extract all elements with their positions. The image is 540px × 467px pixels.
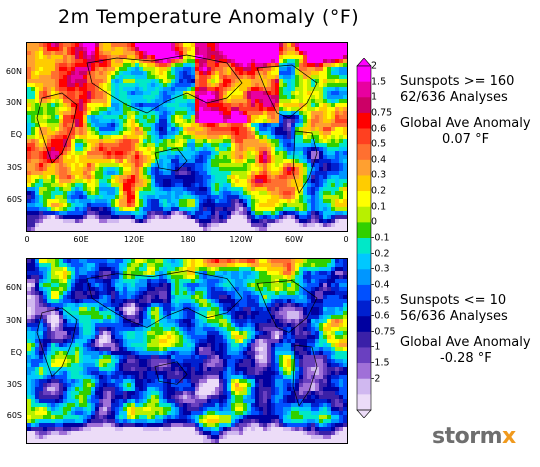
colorbar-swatch [357, 175, 371, 192]
chart-title: 2m Temperature Anomaly (°F) [58, 6, 360, 28]
bottom-lat-tick: 30N [5, 316, 22, 325]
colorbar-tick-label: -1 [371, 341, 381, 353]
colorbar-swatch [357, 300, 371, 317]
colorbar-tick-label: 2 [371, 60, 378, 72]
colorbar-swatch [357, 253, 371, 270]
lon-tick: 120W [229, 235, 253, 244]
bottom-stat-value: -0.28 °F [440, 351, 492, 366]
colorbar-tick-label: 1.5 [371, 76, 387, 88]
colorbar-tick-label: -0.3 [371, 263, 390, 275]
colorbar-arrow-top [356, 58, 372, 67]
colorbar-arrow-bottom [356, 409, 372, 418]
bottom-lat-tick: EQ [10, 348, 22, 357]
lon-tick: 60E [73, 235, 89, 244]
top-lat-tick: 30N [5, 98, 22, 107]
colorbar-tick-label: -0.6 [371, 310, 390, 322]
stormx-logo: stormx [430, 418, 538, 458]
top-map-field [27, 43, 347, 231]
top-anomaly-map [26, 42, 348, 232]
colorbar-tick-label: 0.1 [371, 201, 387, 213]
top-panel-info: Sunspots >= 160 62/636 Analyses Global A… [400, 74, 538, 148]
lon-tick: 120E [123, 235, 145, 244]
colorbar-swatch [357, 284, 371, 301]
colorbar-tick-label: -0.2 [371, 248, 390, 260]
colorbar-tick-label: 1 [371, 91, 378, 103]
colorbar-swatch [357, 144, 371, 161]
colorbar-swatch [357, 206, 371, 223]
top-stat-value: 0.07 °F [442, 132, 490, 147]
logo-text: storm [432, 424, 503, 449]
bottom-panel-info: Sunspots <= 10 56/636 Analyses Global Av… [400, 293, 538, 367]
bottom-lat-tick: 60N [5, 283, 22, 292]
colorbar-swatch [357, 66, 371, 82]
colorbar-swatch [357, 222, 371, 239]
top-stat-label: Global Ave Anomaly [400, 116, 531, 131]
top-analyses: 62/636 Analyses [400, 90, 508, 105]
lon-tick: 180 [180, 235, 196, 244]
bottom-condition: Sunspots <= 10 [400, 293, 507, 308]
colorbar-swatch [357, 238, 371, 254]
colorbar [356, 58, 372, 418]
lon-tick: 0 [343, 235, 349, 244]
colorbar-swatch [357, 159, 371, 176]
colorbar-swatch [357, 378, 371, 395]
colorbar-tick-label: -0.4 [371, 279, 390, 291]
colorbar-tick-label: -2 [371, 373, 381, 385]
top-lat-tick: 60S [6, 195, 22, 204]
bottom-lat-tick: 30S [6, 380, 22, 389]
top-lat-tick: EQ [10, 130, 22, 139]
colorbar-frame [356, 65, 372, 411]
colorbar-swatch [357, 363, 371, 380]
bottom-anomaly-map [26, 258, 348, 444]
colorbar-tick-label: 0.3 [371, 169, 387, 181]
colorbar-swatch [357, 191, 371, 208]
colorbar-tick-label: 0.5 [371, 138, 387, 150]
colorbar-tick-label: 0.6 [371, 123, 387, 135]
colorbar-swatch [357, 269, 371, 286]
bottom-lat-tick: 60S [6, 411, 22, 420]
top-lat-tick: 30S [6, 163, 22, 172]
colorbar-swatch [357, 316, 371, 333]
colorbar-swatch [357, 394, 371, 411]
colorbar-tick-label: 0 [371, 216, 378, 228]
colorbar-tick-label: 0.75 [371, 107, 393, 119]
logo-x: x [502, 424, 516, 449]
colorbar-tick-label: -1.5 [371, 357, 390, 369]
colorbar-tick-label: -0.1 [371, 232, 390, 244]
colorbar-swatch [357, 331, 371, 348]
colorbar-swatch [357, 81, 371, 98]
colorbar-swatch [357, 347, 371, 364]
top-condition: Sunspots >= 160 [400, 74, 515, 89]
colorbar-swatch [357, 97, 371, 114]
lon-tick: 60W [284, 235, 304, 244]
colorbar-tick-label: -0.75 [371, 326, 396, 338]
lon-tick: 0 [24, 235, 30, 244]
colorbar-tick-label: 0.4 [371, 154, 387, 166]
bottom-analyses: 56/636 Analyses [400, 309, 508, 324]
top-lat-tick: 60N [5, 67, 22, 76]
colorbar-swatch [357, 128, 371, 145]
colorbar-tick-label: 0.2 [371, 185, 387, 197]
colorbar-tick-label: -0.5 [371, 295, 390, 307]
bottom-stat-label: Global Ave Anomaly [400, 335, 531, 350]
colorbar-swatch [357, 112, 371, 129]
bottom-map-field [27, 259, 347, 443]
